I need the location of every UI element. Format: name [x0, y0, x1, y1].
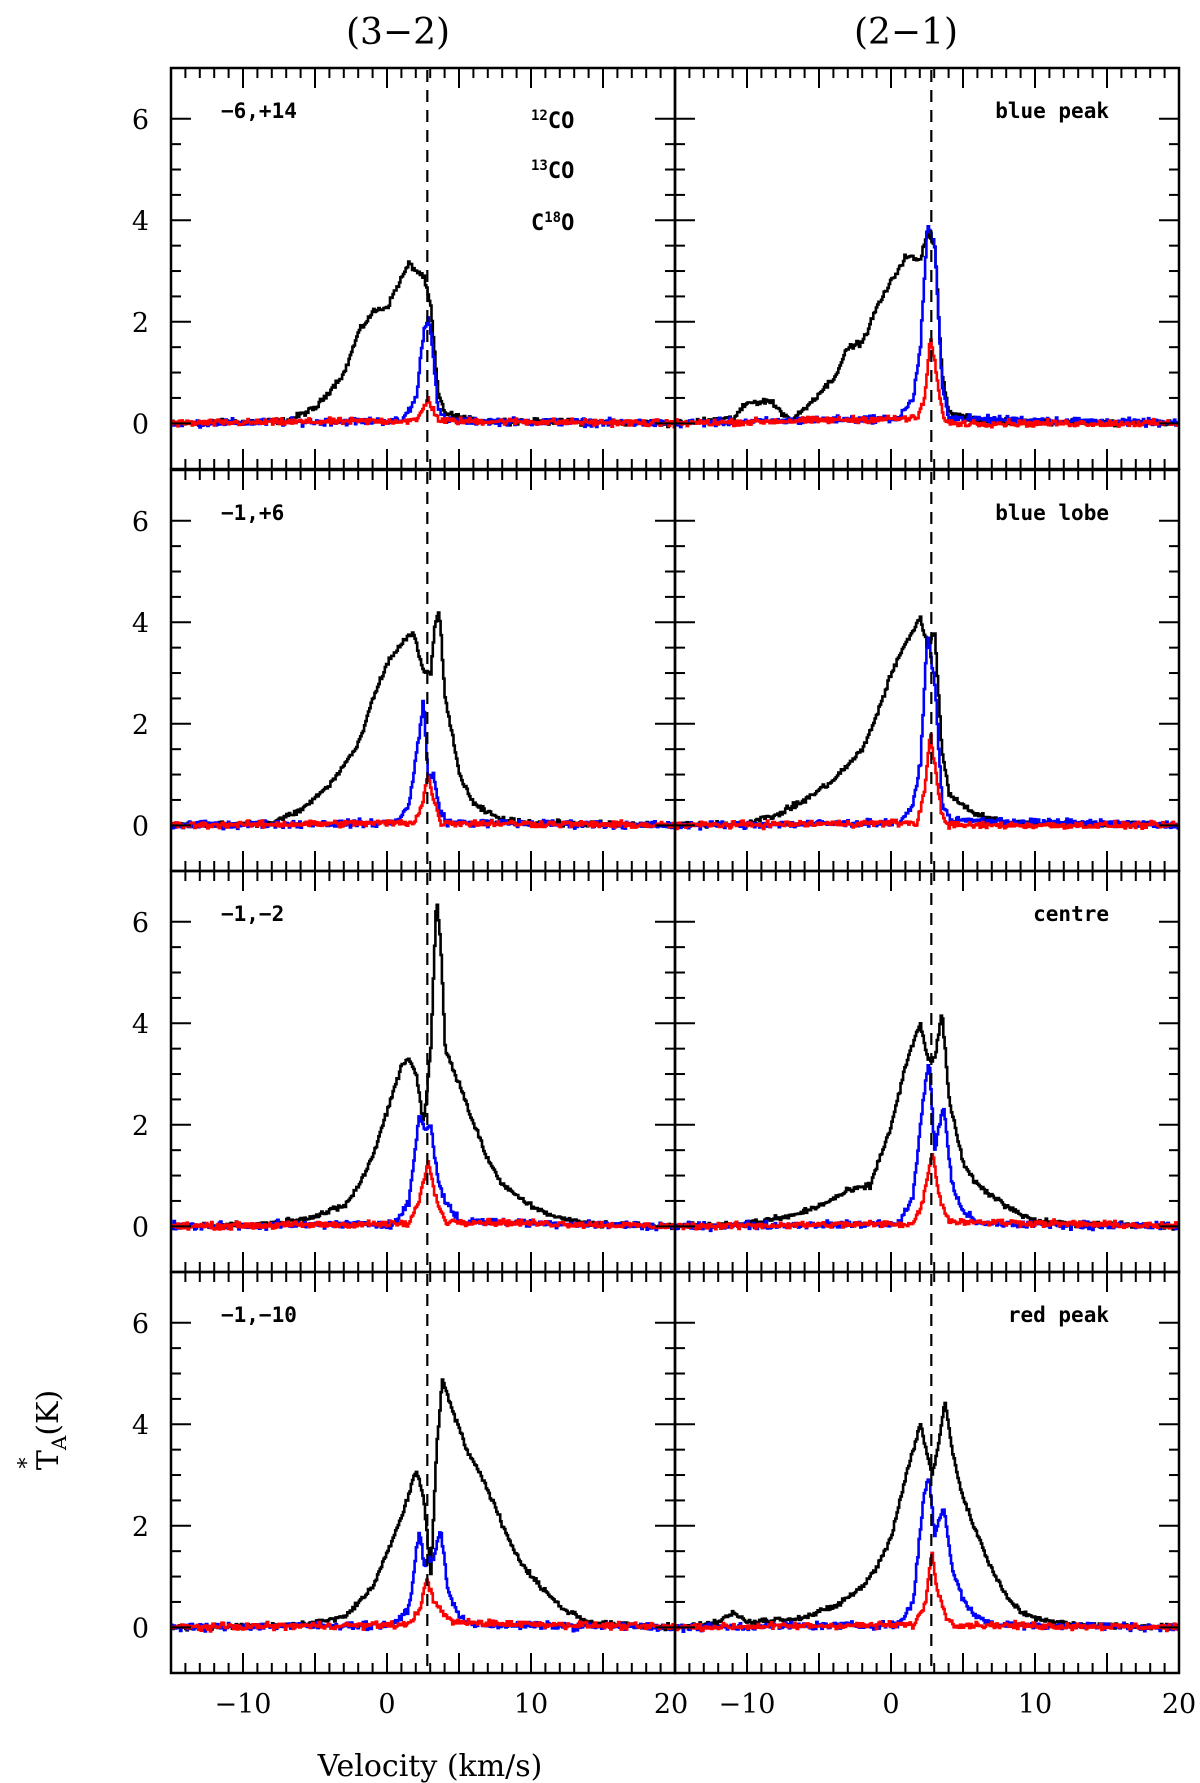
x-axis-title: Velocity (km/s): [317, 1749, 543, 1783]
x-tick-label: 20: [1162, 1689, 1196, 1720]
y-axis-title-asterisk: *: [15, 1458, 40, 1469]
y-tick-label: 4: [132, 1009, 149, 1040]
panel-label: blue lobe: [995, 501, 1109, 525]
panel-3-0: 0 2 4 6 −10 0 10 20 −1,−10: [132, 1270, 688, 1720]
y-tick-label: 4: [132, 206, 149, 237]
legend-co12-sup: 12: [531, 108, 548, 124]
x-tick-label: 20: [654, 1689, 688, 1720]
y-tick-label: 2: [132, 1111, 149, 1142]
axis-ticks: [674, 1272, 1180, 1673]
panel-2-0: 0 2 4 6 −1,−2: [132, 869, 677, 1274]
y-tick-label: 6: [132, 507, 149, 538]
panel-2-1: centre: [673, 869, 1181, 1274]
co13-spectrum: [171, 1531, 675, 1633]
c18o-spectrum: [171, 1578, 675, 1633]
y-axis-title: TA(K) *: [15, 1390, 71, 1470]
legend-co13-sup: 13: [531, 158, 548, 174]
y-tick-label: 0: [132, 1212, 149, 1243]
panel-frame: [673, 1270, 1181, 1675]
axis-ticks: [170, 1272, 676, 1673]
co13-spectrum: [171, 699, 675, 831]
panel-frame: [673, 468, 1181, 873]
spectra-group: [171, 611, 675, 831]
spectra-group: [171, 1378, 675, 1633]
panel-frame: [169, 869, 677, 1274]
x-tick-label: −10: [215, 1689, 272, 1720]
panel-frame: [673, 66, 1181, 471]
y-tick-label: 0: [132, 811, 149, 842]
x-tick-label: 0: [882, 1689, 899, 1720]
legend-c18o-post: O: [561, 211, 574, 236]
panel-label: −1,−10: [221, 1303, 297, 1327]
co13-spectrum: [675, 225, 1179, 429]
x-tick-label: 10: [1018, 1689, 1052, 1720]
panel-label: −1,−2: [221, 902, 284, 926]
axis-ticks: [170, 871, 676, 1272]
x-tick-label: 10: [514, 1689, 548, 1720]
panel-0-0: 0 2 4 6 −6,+14: [132, 66, 677, 471]
panels: 0 2 4 6 −6,+14 blue peak 0 2 4 6 −1,+6 blue lobe 0 2 4…: [132, 66, 1196, 1720]
panel-label: centre: [1033, 902, 1109, 926]
legend-co12-text: CO: [548, 109, 575, 134]
y-tick-label: 0: [132, 1613, 149, 1644]
spectra-group: [675, 1401, 1179, 1633]
y-axis-title-subscript: A: [47, 1435, 71, 1451]
axis-ticks: [674, 871, 1180, 1272]
legend-c18o-sup: 18: [544, 210, 561, 226]
c18o-spectrum: [675, 1153, 1179, 1231]
y-axis-title-main: T: [31, 1450, 66, 1470]
co13-spectrum: [675, 1064, 1179, 1233]
spectra-group: [171, 903, 675, 1232]
c18o-spectrum: [171, 1160, 675, 1231]
axis-ticks: [674, 470, 1180, 871]
y-axis-title-unit: (K): [31, 1390, 66, 1436]
legend-entry-co12: 12CO: [531, 108, 574, 134]
y-tick-label: 2: [132, 710, 149, 741]
x-tick-label: −10: [719, 1689, 776, 1720]
c18o-spectrum: [675, 1551, 1179, 1633]
y-tick-label: 2: [132, 1512, 149, 1543]
panel-label: red peak: [1008, 1303, 1110, 1327]
y-tick-label: 6: [132, 1309, 149, 1340]
y-tick-label: 0: [132, 409, 149, 440]
panel-1-0: 0 2 4 6 −1,+6: [132, 468, 677, 873]
co12-spectrum: [675, 229, 1179, 428]
legend-c18o-pre: C: [531, 211, 544, 236]
y-tick-label: 4: [132, 1410, 149, 1441]
y-tick-label: 6: [132, 908, 149, 939]
c18o-spectrum: [171, 775, 675, 830]
c18o-spectrum: [171, 396, 675, 429]
legend-co13-text: CO: [548, 159, 575, 184]
x-tick-label: 0: [378, 1689, 395, 1720]
co13-spectrum: [675, 1478, 1179, 1633]
co13-spectrum: [171, 1115, 675, 1232]
panel-3-1: −10 0 10 20 red peak: [673, 1270, 1196, 1720]
svg-text:TA(K): TA(K): [31, 1390, 71, 1470]
axis-ticks: [674, 68, 1180, 469]
spectra-group: [171, 260, 675, 429]
panel-label: blue peak: [995, 99, 1109, 123]
y-tick-label: 6: [132, 105, 149, 136]
column-title-left: (3−2): [346, 12, 450, 53]
panel-1-1: blue lobe: [673, 468, 1181, 873]
spectra-group: [675, 1014, 1179, 1233]
panel-0-1: blue peak: [673, 66, 1181, 471]
co13-spectrum: [675, 636, 1179, 831]
y-tick-label: 4: [132, 608, 149, 639]
legend: 12CO 13CO C18O: [531, 108, 574, 236]
co12-spectrum: [675, 1014, 1179, 1231]
legend-entry-c18o: C18O: [531, 210, 574, 236]
legend-entry-co13: 13CO: [531, 158, 574, 184]
panel-label: −6,+14: [221, 99, 297, 123]
y-tick-label: 2: [132, 308, 149, 339]
panel-frame: [169, 1270, 677, 1675]
c18o-spectrum: [675, 338, 1179, 429]
spectra-group: [675, 615, 1179, 831]
c18o-spectrum: [675, 733, 1179, 831]
axis-ticks: [170, 68, 676, 469]
panel-label: −1,+6: [221, 501, 284, 525]
column-title-right: (2−1): [854, 12, 958, 53]
spectra-group: [675, 225, 1179, 429]
